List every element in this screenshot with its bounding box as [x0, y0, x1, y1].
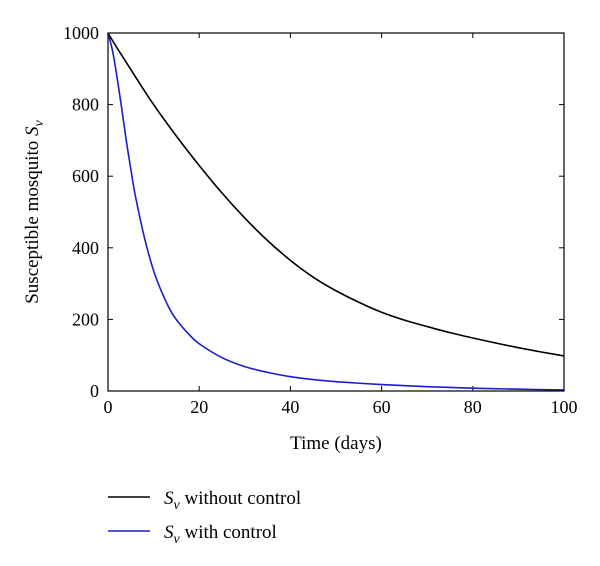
y-tick-label: 0: [90, 381, 99, 401]
series-layer: [107, 32, 565, 391]
x-tick-label: 60: [373, 397, 391, 417]
legend-text: with control: [180, 522, 277, 543]
legend-text: without control: [180, 488, 301, 509]
legend-math: S: [164, 522, 174, 543]
y-tick-label: 600: [72, 166, 99, 186]
y-tick-label: 1000: [63, 23, 99, 43]
x-tick-label: 20: [190, 397, 208, 417]
y-axis-title-math: S: [22, 126, 43, 136]
series-line-with-control: [107, 32, 565, 391]
x-axis-title: Time (days): [290, 433, 382, 454]
y-tick-label: 200: [72, 309, 99, 329]
y-axis-title: Susceptible mosquito Sv: [22, 119, 47, 303]
x-tick-label: 0: [104, 397, 113, 417]
legend-subscript: v: [174, 498, 181, 513]
legend-subscript: v: [174, 532, 181, 547]
x-tick-label: 40: [281, 397, 299, 417]
x-tick-label: 80: [464, 397, 482, 417]
legend-math: S: [164, 488, 174, 509]
y-axis-title-subscript: v: [32, 119, 47, 126]
series-line-without-control: [107, 32, 565, 357]
y-tick-label: 400: [72, 238, 99, 258]
x-tick-label: 100: [551, 397, 578, 417]
y-tick-label: 800: [72, 95, 99, 115]
y-axis-title-text: Susceptible mosquito: [22, 136, 43, 304]
legend-label-with-control: Sv with control: [164, 522, 277, 547]
legend-label-without-control: Sv without control: [164, 488, 301, 513]
plot-frame: [107, 32, 565, 392]
